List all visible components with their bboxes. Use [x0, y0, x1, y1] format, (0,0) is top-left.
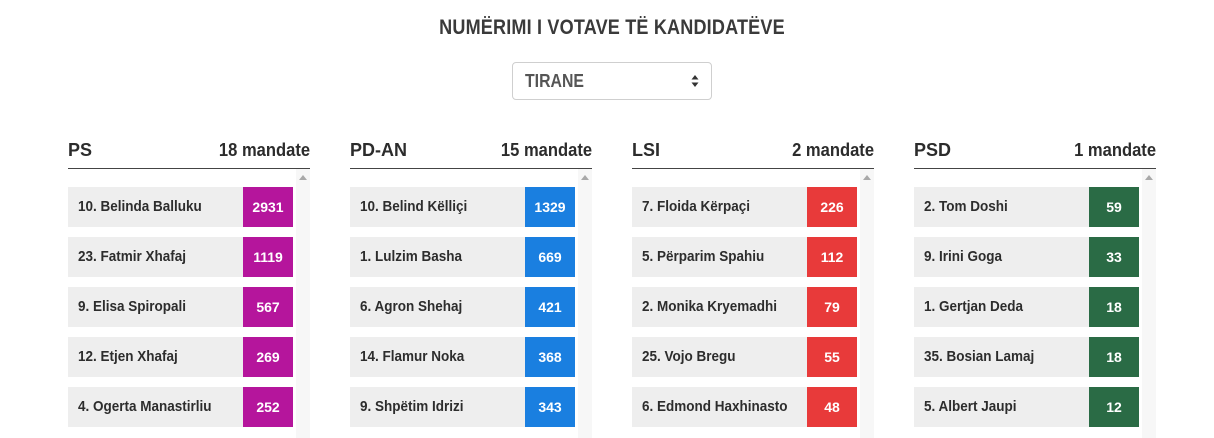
candidate-row: 25. Vojo Bregu 55	[632, 337, 857, 377]
candidate-list[interactable]: 10. Belind Këlliçi 1329 1. Lulzim Basha 669…	[350, 169, 592, 438]
candidate-name: 6. Agron Shehaj	[360, 298, 463, 315]
vote-count-badge: 112	[807, 237, 857, 277]
region-select[interactable]: TIRANE	[512, 62, 712, 100]
party-name: PS	[68, 140, 93, 160]
candidate-list[interactable]: 10. Belinda Balluku 2931 23. Fatmir Xhafaj…	[68, 169, 310, 438]
candidate-name: 23. Fatmir Xhafaj	[78, 248, 187, 265]
party-header: PD-AN 15 mandate	[350, 138, 592, 169]
sort-arrows-icon	[691, 75, 699, 87]
party-column-lsi: LSI 2 mandate 7. Floida Kërpaçi 226 5. Përpa…	[632, 138, 874, 438]
vote-count-badge: 669	[525, 237, 575, 277]
list-scrollbar[interactable]	[860, 169, 874, 438]
candidate-name: 5. Albert Jaupi	[924, 398, 1017, 415]
candidate-row: 23. Fatmir Xhafaj 1119	[68, 237, 293, 277]
candidate-list[interactable]: 7. Floida Kërpaçi 226 5. Përparim Spahiu 11…	[632, 169, 874, 438]
candidate-name: 4. Ogerta Manastirliu	[78, 398, 212, 415]
candidate-list[interactable]: 2. Tom Doshi 59 9. Irini Goga 33 1. Gertjan …	[914, 169, 1156, 438]
scroll-up-icon[interactable]	[863, 175, 871, 180]
candidate-name: 12. Etjen Xhafaj	[78, 348, 178, 365]
party-header: PSD 1 mandate	[914, 138, 1156, 169]
vote-count-badge: 343	[525, 387, 575, 427]
candidate-row: 35. Bosian Lamaj 18	[914, 337, 1139, 377]
party-name: PD-AN	[350, 140, 407, 160]
list-scrollbar[interactable]	[578, 169, 592, 438]
list-scrollbar[interactable]	[296, 169, 310, 438]
candidate-row: 12. Etjen Xhafaj 269	[68, 337, 293, 377]
candidate-row: 6. Edmond Haxhinasto 48	[632, 387, 857, 427]
vote-count-badge: 48	[807, 387, 857, 427]
candidate-row: 2. Monika Kryemadhi 79	[632, 287, 857, 327]
candidate-name: 7. Floida Kërpaçi	[642, 198, 751, 215]
candidate-row: 1. Lulzim Basha 669	[350, 237, 575, 277]
region-select-value: TIRANE	[525, 71, 584, 91]
vote-count-badge: 2931	[243, 187, 293, 227]
candidate-row: 5. Albert Jaupi 12	[914, 387, 1139, 427]
candidate-row: 6. Agron Shehaj 421	[350, 287, 575, 327]
party-seats: 2 mandate	[792, 140, 874, 160]
party-seats: 15 mandate	[500, 140, 592, 160]
candidate-row: 10. Belind Këlliçi 1329	[350, 187, 575, 227]
vote-count-badge: 55	[807, 337, 857, 377]
vote-count-badge: 368	[525, 337, 575, 377]
vote-count-badge: 567	[243, 287, 293, 327]
vote-count-badge: 79	[807, 287, 857, 327]
party-name: LSI	[632, 140, 661, 160]
party-column-psd: PSD 1 mandate 2. Tom Doshi 59 9. Irini Goga 3…	[914, 138, 1156, 438]
candidate-name: 25. Vojo Bregu	[642, 348, 736, 365]
vote-count-badge: 18	[1089, 287, 1139, 327]
candidate-name: 14. Flamur Noka	[360, 348, 465, 365]
candidate-name: 5. Përparim Spahiu	[642, 248, 765, 265]
candidate-name: 6. Edmond Haxhinasto	[642, 398, 788, 415]
vote-count-badge: 18	[1089, 337, 1139, 377]
list-scrollbar[interactable]	[1142, 169, 1156, 438]
party-name: PSD	[914, 140, 952, 160]
party-header: LSI 2 mandate	[632, 138, 874, 169]
candidate-name: 9. Irini Goga	[924, 248, 1003, 265]
vote-count-badge: 1119	[243, 237, 293, 277]
candidate-row: 9. Shpëtim Idrizi 343	[350, 387, 575, 427]
candidate-name: 2. Monika Kryemadhi	[642, 298, 778, 315]
candidate-row: 2. Tom Doshi 59	[914, 187, 1139, 227]
vote-count-badge: 59	[1089, 187, 1139, 227]
candidate-row: 10. Belinda Balluku 2931	[68, 187, 293, 227]
vote-count-badge: 1329	[525, 187, 575, 227]
party-column-ps: PS 18 mandate 10. Belinda Balluku 2931 23. F…	[68, 138, 310, 438]
vote-count-badge: 269	[243, 337, 293, 377]
candidate-row: 5. Përparim Spahiu 112	[632, 237, 857, 277]
candidate-row: 9. Elisa Spiropali 567	[68, 287, 293, 327]
candidate-row: 7. Floida Kërpaçi 226	[632, 187, 857, 227]
candidate-row: 14. Flamur Noka 368	[350, 337, 575, 377]
scroll-up-icon[interactable]	[299, 175, 307, 180]
candidate-name: 1. Gertjan Deda	[924, 298, 1024, 315]
party-column-pd-an: PD-AN 15 mandate 10. Belind Këlliçi 1329 1. …	[350, 138, 592, 438]
candidate-name: 9. Elisa Spiropali	[78, 298, 187, 315]
party-seats: 18 mandate	[218, 140, 310, 160]
vote-count-badge: 33	[1089, 237, 1139, 277]
candidate-name: 1. Lulzim Basha	[360, 248, 463, 265]
candidate-name: 10. Belinda Balluku	[78, 198, 202, 215]
vote-count-badge: 12	[1089, 387, 1139, 427]
candidate-name: 35. Bosian Lamaj	[924, 348, 1035, 365]
candidate-row: 1. Gertjan Deda 18	[914, 287, 1139, 327]
party-header: PS 18 mandate	[68, 138, 310, 169]
scroll-up-icon[interactable]	[581, 175, 589, 180]
party-seats: 1 mandate	[1074, 140, 1156, 160]
vote-count-badge: 252	[243, 387, 293, 427]
candidate-name: 9. Shpëtim Idrizi	[360, 398, 464, 415]
page-title: NUMËRIMI I VOTAVE TË KANDIDATËVE	[439, 16, 785, 39]
candidate-row: 4. Ogerta Manastirliu 252	[68, 387, 293, 427]
vote-count-badge: 421	[525, 287, 575, 327]
candidate-row: 9. Irini Goga 33	[914, 237, 1139, 277]
scroll-up-icon[interactable]	[1145, 175, 1153, 180]
candidate-name: 2. Tom Doshi	[924, 198, 1008, 215]
candidate-name: 10. Belind Këlliçi	[360, 198, 468, 215]
vote-count-badge: 226	[807, 187, 857, 227]
